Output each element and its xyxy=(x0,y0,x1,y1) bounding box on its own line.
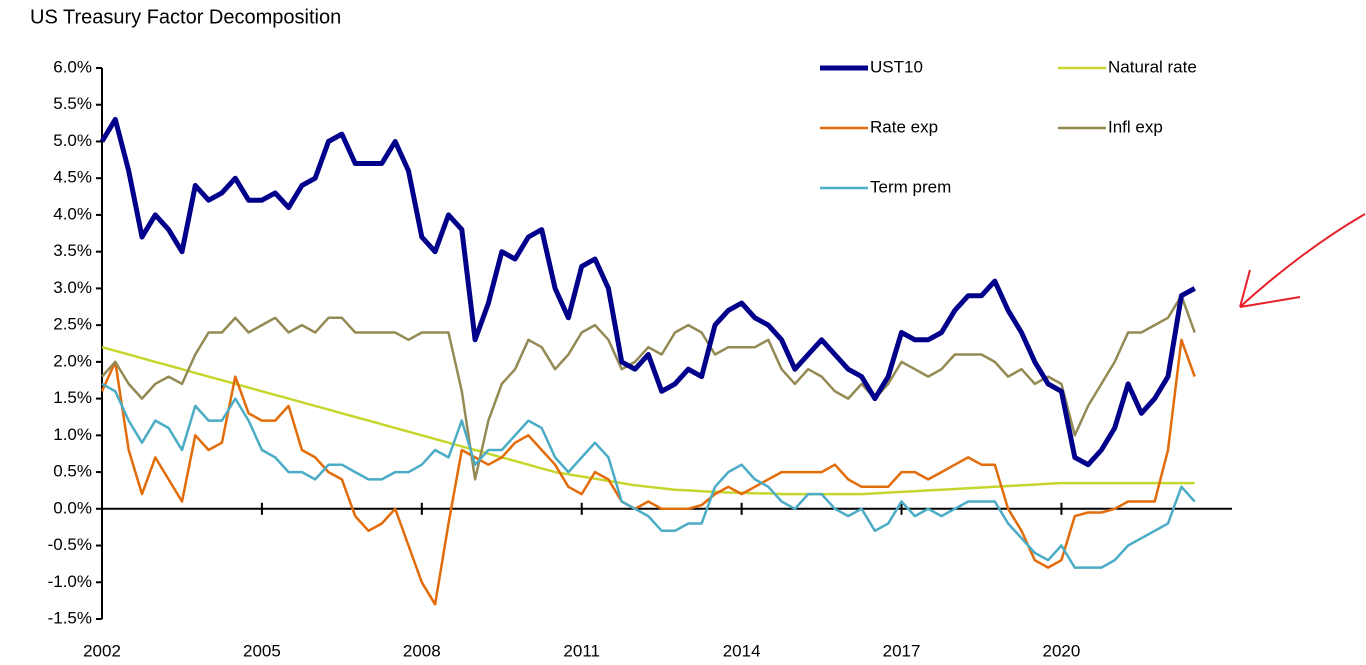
x-tick-label: 2005 xyxy=(243,641,281,660)
legend-label: Natural rate xyxy=(1108,57,1197,76)
series-line xyxy=(100,338,1196,606)
x-tick-label: 2008 xyxy=(403,641,441,660)
y-tick-label: 5.0% xyxy=(53,131,92,150)
legend-label: Infl exp xyxy=(1108,117,1163,136)
y-tick-label: 3.5% xyxy=(53,241,92,260)
y-tick-label: 5.5% xyxy=(53,94,92,113)
y-tick-label: 0.0% xyxy=(53,498,92,517)
y-tick-label: -1.5% xyxy=(48,608,92,627)
y-tick-label: 2.0% xyxy=(53,351,92,370)
series-line xyxy=(101,294,1196,481)
y-tick-label: 4.0% xyxy=(53,204,92,223)
y-tick-label: -1.0% xyxy=(48,572,92,591)
y-tick-label: 2.5% xyxy=(53,315,92,334)
y-tick-label: 6.0% xyxy=(53,57,92,76)
legend-label: Rate exp xyxy=(870,117,938,136)
y-tick-label: 3.0% xyxy=(53,278,92,297)
x-tick-label: 2014 xyxy=(723,641,761,660)
series-line xyxy=(101,345,1195,496)
chart-title: US Treasury Factor Decomposition xyxy=(30,6,341,28)
x-tick-label: 2002 xyxy=(83,641,121,660)
y-tick-label: 1.5% xyxy=(53,388,92,407)
x-tick-label: 2020 xyxy=(1043,641,1081,660)
series-line xyxy=(99,116,1196,468)
x-tick-label: 2017 xyxy=(883,641,921,660)
legend-label: UST10 xyxy=(870,57,923,76)
y-tick-label: 4.5% xyxy=(53,168,92,187)
legend-label: Term prem xyxy=(870,177,951,196)
y-tick-label: 0.5% xyxy=(53,462,92,481)
annotation-arrow xyxy=(1239,213,1366,308)
series-line xyxy=(101,382,1196,569)
y-tick-label: 1.0% xyxy=(53,425,92,444)
x-tick-label: 2011 xyxy=(563,641,600,660)
y-tick-label: -0.5% xyxy=(48,535,92,554)
